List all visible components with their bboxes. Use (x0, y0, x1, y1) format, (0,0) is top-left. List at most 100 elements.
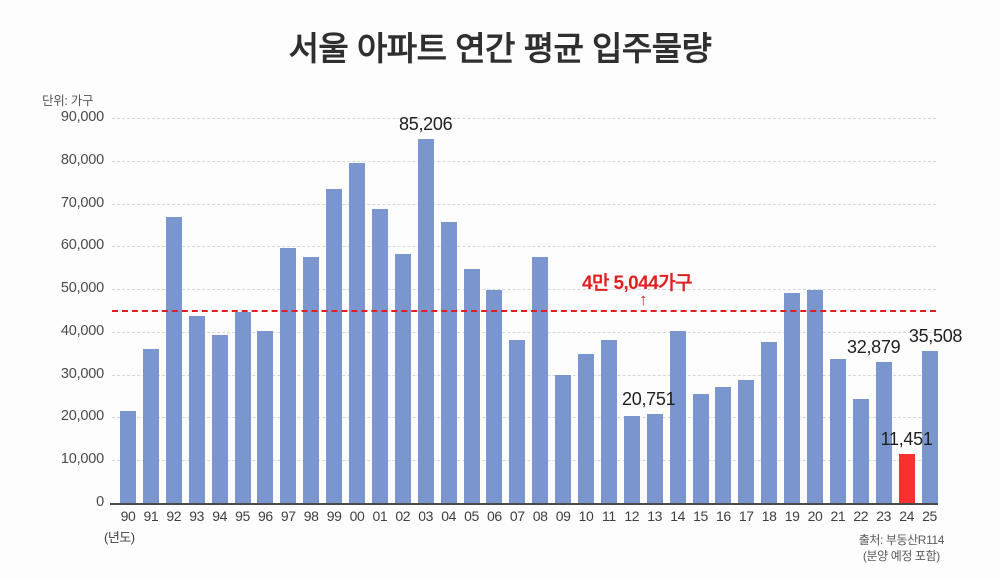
page-title: 서울 아파트 연간 평균 입주물량 (288, 30, 712, 67)
x-axis-tick-label: 95 (235, 508, 250, 524)
bar-96[interactable] (257, 331, 274, 503)
data-label-13: 20,751 (622, 389, 676, 410)
bar-95[interactable] (234, 312, 251, 503)
x-axis-tick-label: 92 (166, 508, 182, 524)
x-axis-tick-label: 21 (830, 508, 846, 524)
x-axis-tick-label: 12 (624, 508, 640, 524)
bar-25[interactable] (921, 351, 938, 503)
x-axis-tick-label: 23 (876, 508, 892, 524)
x-axis-line (110, 503, 938, 505)
gridline (112, 331, 936, 333)
bar-02[interactable] (394, 253, 411, 503)
plot-area (112, 118, 938, 503)
y-axis-tick-label: 50,000 (60, 280, 104, 297)
y-axis-tick-label: 70,000 (60, 194, 104, 211)
data-label-25: 35,508 (908, 326, 963, 347)
bar-97[interactable] (280, 248, 297, 503)
x-axis-tick-label: 15 (693, 508, 708, 524)
x-axis-tick-label: 02 (395, 508, 411, 524)
x-axis-tick-label: 98 (303, 508, 319, 524)
bar-07[interactable] (509, 340, 526, 503)
data-label-03: 85,206 (399, 113, 453, 134)
x-axis-tick-label: 13 (647, 508, 663, 524)
bar-93[interactable] (188, 315, 205, 503)
x-axis-tick-label: 18 (761, 508, 777, 524)
x-axis-tick-label: 06 (487, 508, 502, 524)
source-line-2: (분양 예정 포함) (862, 549, 940, 564)
bar-11[interactable] (600, 340, 617, 503)
x-axis-tick-label: 17 (738, 508, 754, 524)
gridline (112, 118, 936, 119)
x-axis-tick-label: 19 (784, 508, 800, 524)
y-axis-tick-label: 30,000 (60, 365, 104, 382)
x-axis-tick-label: 05 (464, 508, 479, 524)
x-axis-tick-label: 04 (441, 508, 456, 524)
bar-90[interactable] (120, 410, 136, 503)
x-axis-tick-label: 16 (716, 508, 731, 524)
data-label-23: 32,879 (847, 337, 901, 358)
y-axis-tick-label: 40,000 (60, 322, 104, 339)
bar-17[interactable] (738, 379, 755, 503)
bar-05[interactable] (463, 269, 480, 503)
gridline (112, 246, 936, 248)
bar-00[interactable] (349, 162, 365, 503)
y-axis-tick-label: 90,000 (60, 109, 104, 125)
x-axis-tick-label: 22 (853, 508, 869, 524)
bar-18[interactable] (761, 342, 778, 503)
bar-23[interactable] (875, 362, 892, 503)
gridline (112, 160, 936, 162)
bar-09[interactable] (555, 374, 572, 503)
bar-03[interactable] (417, 138, 434, 503)
bar-22[interactable] (852, 398, 869, 503)
bar-92[interactable] (165, 216, 182, 503)
x-axis-title: (년도) (104, 530, 135, 545)
average-line-label: 4만 5,044가구 (582, 273, 692, 295)
bar-06[interactable] (486, 290, 503, 503)
bar-14[interactable] (669, 330, 686, 503)
bar-20[interactable] (807, 290, 823, 503)
x-axis-tick-label: 14 (670, 508, 685, 524)
y-axis-tick-label: 0 (96, 494, 104, 510)
x-axis-tick-label: 07 (509, 508, 525, 524)
x-axis-tick-label: 99 (326, 508, 342, 524)
data-label-24: 11,451 (880, 429, 933, 449)
y-axis-unit-label: 단위: 가구 (42, 94, 94, 108)
bar-91[interactable] (142, 349, 159, 503)
gridline (112, 203, 936, 205)
x-axis-tick-label: 24 (899, 508, 914, 524)
x-axis-tick-label: 01 (372, 508, 388, 524)
bar-15[interactable] (692, 394, 709, 503)
bar-94[interactable] (211, 335, 228, 503)
bar-13[interactable] (646, 414, 663, 503)
x-axis-tick-label: 94 (212, 508, 227, 524)
bar-98[interactable] (303, 257, 320, 503)
x-axis-tick-label: 09 (555, 508, 571, 524)
x-axis-tick-label: 00 (349, 508, 365, 524)
y-axis-tick-label: 80,000 (60, 151, 104, 168)
x-axis-tick-label: 20 (807, 508, 823, 524)
bar-24[interactable] (898, 454, 915, 503)
y-axis-tick-label: 10,000 (60, 451, 104, 468)
x-axis-tick-label: 08 (532, 508, 548, 524)
bar-21[interactable] (829, 358, 846, 503)
bar-01[interactable] (371, 209, 388, 503)
x-axis-tick-label: 91 (143, 508, 159, 524)
x-axis-tick-label: 10 (578, 508, 594, 524)
bar-12[interactable] (623, 416, 640, 503)
x-axis-tick-label: 03 (418, 508, 434, 524)
bar-04[interactable] (440, 221, 457, 503)
x-axis-tick-label: 97 (280, 508, 296, 524)
x-axis-tick-label: 93 (189, 508, 205, 524)
y-axis-tick-label: 20,000 (60, 408, 104, 425)
bar-99[interactable] (326, 189, 343, 503)
x-axis-tick-label: 25 (922, 508, 937, 524)
y-axis-tick-label: 60,000 (60, 237, 104, 254)
bar-16[interactable] (715, 386, 732, 503)
bar-10[interactable] (578, 353, 594, 503)
average-line-arrow-icon: ↑ (639, 290, 648, 310)
average-reference-line (112, 310, 936, 313)
bar-08[interactable] (532, 257, 549, 503)
bar-19[interactable] (784, 292, 801, 503)
source-line-1: 출처: 부동산R114 (858, 533, 945, 547)
